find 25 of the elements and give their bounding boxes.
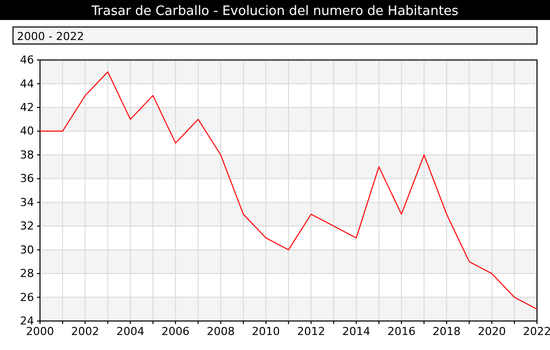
x-tick-label: 2008 [206,324,235,338]
y-tick-label: 30 [20,243,34,256]
x-tick-label: 2022 [523,324,550,338]
x-tick-label: 2014 [342,324,370,338]
x-tick-label: 2004 [116,324,144,338]
y-tick-label: 26 [20,290,34,304]
x-tick-label: 2020 [478,324,506,338]
chart-title: Trasar de Carballo - Evolucion del numero de Habitantes [90,4,459,19]
x-tick-label: 2018 [432,324,461,338]
line-series [40,71,538,310]
text: 2000 - 2022 [17,30,84,43]
y-tick-label: 42 [20,100,34,114]
y-tick-label: 28 [20,267,34,280]
y-tick-label: 38 [20,148,34,162]
x-tick-label: 2016 [387,324,416,338]
x-tick-label: 2010 [252,324,280,338]
y-tick-label: 36 [20,172,34,186]
y-tick-label: 34 [20,196,34,209]
x-tick-label: 2002 [71,324,100,338]
y-tick-label: 46 [20,54,34,67]
y-tick-label: 44 [20,77,34,90]
x-tick-label: 2012 [297,324,326,338]
y-tick-label: 32 [20,220,34,233]
x-tick-label: 2006 [162,324,190,338]
y-tick-label: 40 [20,124,34,138]
